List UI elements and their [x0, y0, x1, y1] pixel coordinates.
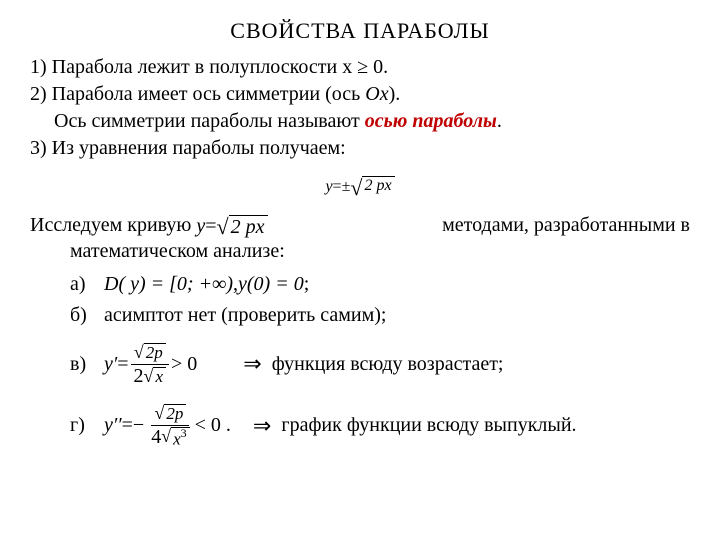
radical-icon: √	[350, 177, 362, 199]
property-3: 3) Из уравнения параболы получаем:	[30, 135, 690, 162]
item-d-ypp: y′′	[104, 414, 122, 437]
item-c-den-2: 2	[134, 365, 144, 387]
radical-icon: √	[217, 216, 229, 238]
item-c-label: в)	[70, 353, 104, 376]
document-page: СВОЙСТВА ПАРАБОЛЫ 1) Парабола лежит в по…	[0, 0, 720, 459]
item-d-den-x: x	[173, 430, 181, 449]
item-c-num: √ 2p	[131, 341, 169, 365]
item-d-den-x3: x3	[171, 427, 190, 449]
prop1-text-b: 0.	[368, 56, 388, 78]
parabola-axis-term: осью параболы	[365, 110, 497, 132]
item-d-formula: y′′ = − √ 2p 4√x3 < 0 .	[104, 402, 231, 450]
research-y: y	[196, 215, 205, 238]
prop1-text-a: 1) Парабола лежит в полуплоскости x	[30, 56, 357, 78]
radical-icon: √	[134, 343, 144, 361]
research-formula: y = √ 2 px	[196, 215, 267, 238]
sqrt-icon: √x	[144, 367, 166, 387]
item-b: б) асимптот нет (проверить самим);	[30, 304, 690, 327]
semicolon: ;	[304, 273, 310, 296]
sqrt-icon: √x3	[161, 427, 189, 449]
item-d-label: г)	[70, 414, 104, 437]
property-2-line1: 2) Парабола имеет ось симметрии (ось Ox)…	[30, 81, 690, 108]
research-text-b: математическом анализе:	[70, 240, 285, 262]
radical-icon: √	[161, 427, 171, 445]
research-eq: =	[205, 215, 216, 238]
implies-arrow-icon: ⇒	[243, 351, 261, 377]
prop2-line2-a: Ось симметрии параболы называют	[54, 110, 365, 132]
item-b-text: асимптот нет (проверить самим);	[104, 304, 386, 327]
item-c-gt: > 0	[171, 353, 197, 376]
research-radicand: 2 px	[229, 215, 268, 238]
item-c: в) y′ = √ 2p 2√x > 0 ⇒ функция всюду воз…	[30, 341, 690, 388]
item-d-den: 4√x3	[148, 426, 192, 450]
formula-eq: =	[333, 178, 342, 196]
prop2-text-a: 2) Парабола имеет ось симметрии (ось	[30, 83, 365, 105]
property-1: 1) Парабола лежит в полуплоскости x ≥ 0.	[30, 54, 690, 81]
page-title: СВОЙСТВА ПАРАБОЛЫ	[30, 18, 690, 44]
geq-symbol: ≥	[357, 56, 368, 78]
item-d-den-3: 3	[181, 426, 187, 440]
implies-arrow-icon: ⇒	[253, 413, 271, 439]
formula-radicand: 2 px	[362, 176, 394, 195]
sqrt-icon: √ 2p	[134, 343, 166, 363]
item-b-label: б)	[70, 304, 104, 327]
sqrt-icon: √ 2 px	[217, 215, 268, 238]
prop2-text-b: ).	[389, 83, 401, 105]
item-d-eq: =	[122, 414, 133, 437]
sqrt-icon: √ 2p	[154, 404, 186, 424]
radical-icon: √	[154, 404, 164, 422]
main-formula: y = ± √ 2 px	[30, 176, 690, 198]
prop2-line2-b: .	[497, 110, 502, 132]
item-a-y0: y(0) = 0	[238, 273, 304, 296]
item-d: г) y′′ = − √ 2p 4√x3 < 0 . ⇒ график функ…	[30, 402, 690, 450]
item-a-domain: D( y) = [0; +∞)	[104, 273, 233, 296]
item-d-num-rad: 2p	[164, 404, 186, 424]
item-d-lt: < 0 .	[195, 414, 231, 437]
item-c-yprime: y′	[104, 353, 117, 376]
research-line1: Исследуем кривую y = √ 2 px методами, ра…	[30, 214, 690, 238]
item-d-num: √ 2p	[151, 402, 189, 426]
item-d-minus: −	[133, 414, 144, 437]
sqrt-icon: √ 2 px	[350, 176, 394, 198]
property-2-line2: Ось симметрии параболы называют осью пар…	[30, 108, 690, 135]
formula-pm: ±	[342, 178, 351, 196]
prop3-text: 3) Из уравнения параболы получаем:	[30, 137, 346, 159]
research-line2: математическом анализе:	[30, 238, 690, 265]
item-c-eq: =	[117, 353, 128, 376]
radical-icon: √	[144, 367, 154, 385]
item-c-den-x: x	[153, 367, 166, 387]
item-d-fraction: √ 2p 4√x3	[148, 402, 192, 450]
item-a: а) D( y) = [0; +∞) , y(0) = 0 ;	[30, 273, 690, 296]
ox-italic: Ox	[365, 83, 388, 105]
item-c-num-rad: 2p	[144, 343, 166, 363]
item-a-label: а)	[70, 273, 104, 296]
item-d-text: график функции всюду выпуклый.	[281, 414, 576, 437]
item-c-fraction: √ 2p 2√x	[131, 341, 169, 388]
formula-inline: y = ± √ 2 px	[325, 176, 394, 198]
item-c-text: функция всюду возрастает;	[272, 353, 504, 376]
research-text-a: Исследуем кривую	[30, 214, 196, 236]
formula-y: y	[325, 178, 332, 196]
item-c-den: 2√x	[131, 365, 169, 388]
item-c-formula: y′ = √ 2p 2√x > 0	[104, 341, 197, 388]
research-text-mid: методами, разработанными в	[442, 214, 690, 237]
item-d-den-4: 4	[151, 426, 161, 448]
